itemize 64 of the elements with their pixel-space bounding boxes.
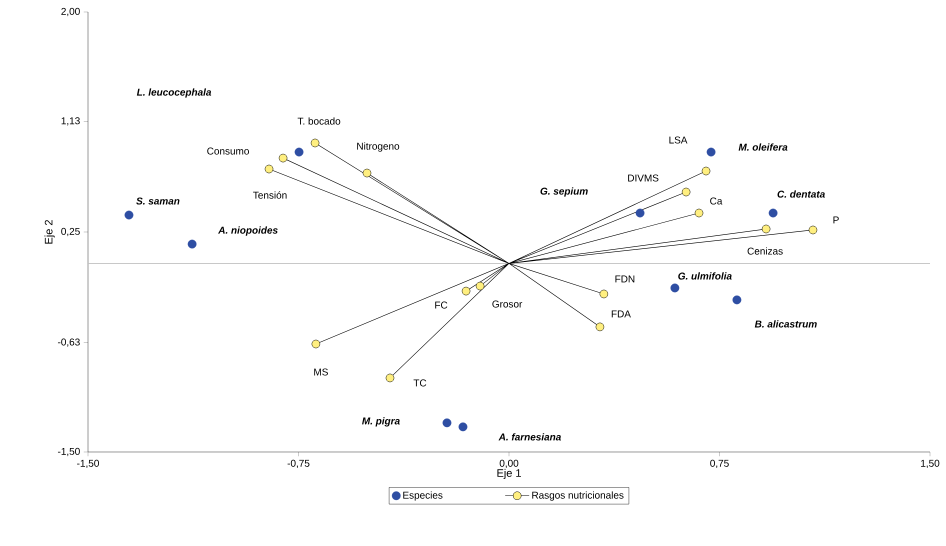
point (808, 226, 818, 234)
point (600, 290, 608, 298)
annotation: LSA (669, 136, 688, 144)
point (694, 208, 704, 218)
x-axis-title: Eje 1 (497, 468, 521, 480)
x-tick-label: 0,75 (710, 460, 729, 468)
annotation: B. alicastrum (754, 320, 817, 328)
x-tick-label: -0,75 (288, 460, 310, 468)
annotation: T. bocado (298, 117, 340, 125)
annotation: S. saman (136, 198, 180, 205)
point (264, 164, 274, 174)
annotation: M. pigra (362, 417, 400, 426)
annotation: Ca (710, 197, 722, 205)
point (768, 208, 778, 218)
annotation: Nitrogeno (357, 142, 400, 152)
legend-label: Rasgos nutricionales (532, 491, 624, 501)
annotation: A. niopoides (218, 226, 278, 236)
annotation: MS (314, 368, 328, 376)
y-tick-label: -1,50 (58, 448, 80, 456)
annotation: TC (414, 379, 426, 386)
y-tick-label: 2,00 (61, 8, 80, 16)
annotation: M. oleifera (738, 143, 788, 151)
annotation: P (833, 216, 839, 224)
point (362, 168, 372, 178)
point (636, 208, 644, 218)
annotation: Cenizas (748, 247, 783, 255)
point (312, 340, 320, 348)
annotation: G. sepium (540, 187, 588, 197)
legend-label: Especies (403, 491, 443, 501)
point (310, 138, 320, 148)
annotation: Grosor (492, 300, 522, 308)
annotation: G. ulmifolia (678, 272, 732, 280)
annotation: FDN (615, 276, 634, 282)
annotation: A. farnesiana (498, 433, 561, 441)
y-axis-title: Eje 2 (44, 220, 55, 244)
x-tick-label: -1,50 (77, 460, 99, 468)
y-tick-label: 1,13 (62, 117, 80, 126)
point (188, 240, 197, 248)
point (442, 418, 452, 428)
point (476, 282, 484, 290)
point (124, 210, 134, 220)
point (670, 284, 680, 292)
x-tick-label: 1,50 (921, 460, 940, 468)
point (682, 188, 690, 196)
y-tick-label: -0,63 (58, 338, 80, 347)
point (596, 322, 604, 332)
point (462, 286, 470, 296)
y-tick-label: 0,25 (61, 228, 80, 236)
point (702, 166, 710, 176)
annotation: C. dentata (778, 190, 825, 198)
annotation: DIVMS (628, 174, 658, 182)
point (706, 148, 716, 156)
annotation: Tensión (253, 191, 287, 199)
x-tick-label: 0,00 (500, 460, 518, 468)
point (732, 295, 742, 304)
point (386, 374, 394, 382)
point (762, 224, 770, 234)
annotation: FC (435, 302, 448, 309)
annotation: Consumo (207, 148, 249, 155)
point (294, 148, 304, 156)
annotation: FDA (612, 310, 631, 318)
annotation: L. leucocephala (136, 88, 212, 98)
point (458, 422, 468, 432)
point (278, 154, 288, 162)
